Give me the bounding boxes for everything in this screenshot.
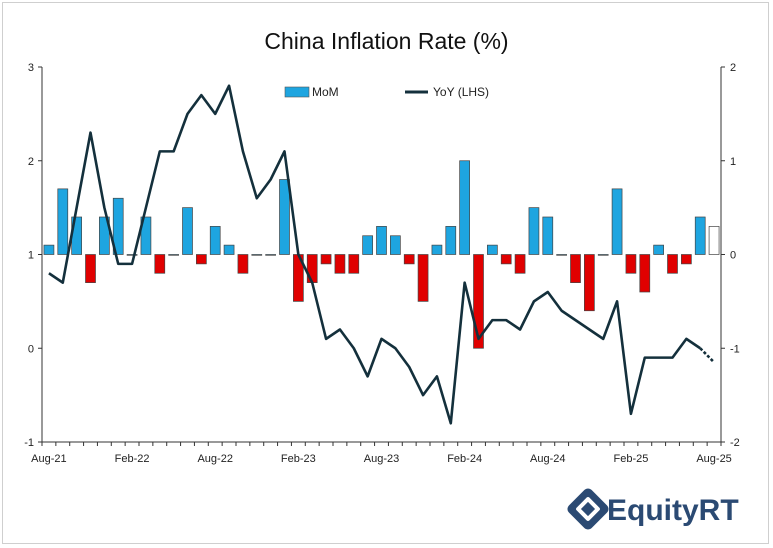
- mom-bar: [570, 254, 581, 283]
- x-tick-label: Feb-23: [281, 453, 316, 465]
- mom-bar: [639, 254, 651, 293]
- x-tick-label: Aug-21: [31, 453, 66, 465]
- left-tick-label: 3: [28, 62, 34, 74]
- legend: MoM YoY (LHS): [284, 85, 489, 99]
- axes-layer: -1 0 1 2 3 -2 -1 0 1 2 Aug-21 Feb-22 Aug-22 Feb-23 Aug…: [24, 62, 740, 465]
- mom-bar: [196, 254, 207, 265]
- equityrt-logo: EquityRT: [567, 488, 739, 530]
- chart-title: China Inflation Rate (%): [264, 28, 509, 54]
- mom-bar: [57, 188, 69, 255]
- mom-bar: [140, 216, 152, 255]
- logo-mark-icon: [567, 488, 609, 530]
- x-tick-label: Feb-22: [115, 453, 150, 465]
- left-tick-label: 0: [28, 343, 34, 355]
- mom-bar: [126, 254, 138, 256]
- right-tick-label: -2: [730, 437, 740, 449]
- mom-bar: [667, 254, 678, 274]
- right-tick-label: 2: [730, 62, 736, 74]
- mom-bar: [597, 254, 609, 256]
- mom-bar: [99, 216, 110, 255]
- mom-bar: [154, 254, 166, 274]
- mom-bar: [334, 254, 346, 274]
- mom-bar: [376, 226, 387, 255]
- left-tick-label: 1: [28, 250, 34, 262]
- right-tick-label: 0: [730, 250, 736, 262]
- mom-bar: [362, 235, 373, 255]
- legend-swatch-mom: [284, 86, 310, 98]
- mom-bar: [112, 197, 124, 255]
- yoy-line-layer: [48, 84, 715, 425]
- x-tick-label: Aug-23: [364, 453, 399, 465]
- logo-text: EquityRT: [607, 494, 739, 527]
- mom-bar: [279, 179, 290, 255]
- mom-bar: [708, 226, 720, 255]
- mom-bar: [528, 207, 540, 255]
- mom-bar: [611, 188, 623, 255]
- mom-bar: [473, 254, 484, 349]
- mom-bar: [251, 254, 263, 256]
- mom-bar: [320, 254, 332, 265]
- mom-bar: [514, 254, 526, 274]
- mom-bar: [223, 244, 235, 255]
- x-tick-label: Aug-24: [530, 453, 565, 465]
- left-tick-label: 2: [28, 156, 34, 168]
- right-tick-label: -1: [730, 343, 740, 355]
- mom-bar: [43, 244, 55, 255]
- mom-bar: [168, 254, 179, 256]
- yoy-line: [48, 84, 701, 425]
- mom-bar: [403, 254, 415, 265]
- mom-bar: [487, 244, 498, 255]
- mom-bar: [556, 254, 567, 256]
- mom-bar: [182, 207, 193, 255]
- mom-bar: [348, 254, 360, 274]
- legend-label-yoy: YoY (LHS): [433, 85, 489, 99]
- mom-bar: [85, 254, 96, 283]
- mom-bar: [209, 226, 221, 255]
- mom-bar: [584, 254, 595, 312]
- mom-bar: [390, 235, 401, 255]
- mom-bar: [500, 254, 512, 265]
- x-tick-label: Feb-25: [613, 453, 648, 465]
- left-tick-label: -1: [24, 437, 34, 449]
- x-tick-label: Aug-22: [197, 453, 232, 465]
- mom-bar: [431, 244, 443, 255]
- mom-bar: [459, 160, 470, 255]
- mom-bar: [625, 254, 637, 274]
- mom-bar: [237, 254, 249, 274]
- yoy-line-projection: [699, 347, 715, 364]
- mom-bar: [417, 254, 429, 302]
- legend-label-mom: MoM: [312, 85, 339, 99]
- mom-bars: [43, 160, 720, 349]
- mom-bar: [681, 254, 692, 265]
- mom-bar: [265, 254, 276, 256]
- mom-bar: [542, 216, 554, 255]
- right-tick-label: 1: [730, 156, 736, 168]
- x-tick-label: Feb-24: [447, 453, 482, 465]
- mom-bar: [445, 226, 457, 255]
- mom-bar: [694, 216, 706, 255]
- mom-bar: [653, 244, 664, 255]
- x-tick-label: Aug-25: [696, 453, 731, 465]
